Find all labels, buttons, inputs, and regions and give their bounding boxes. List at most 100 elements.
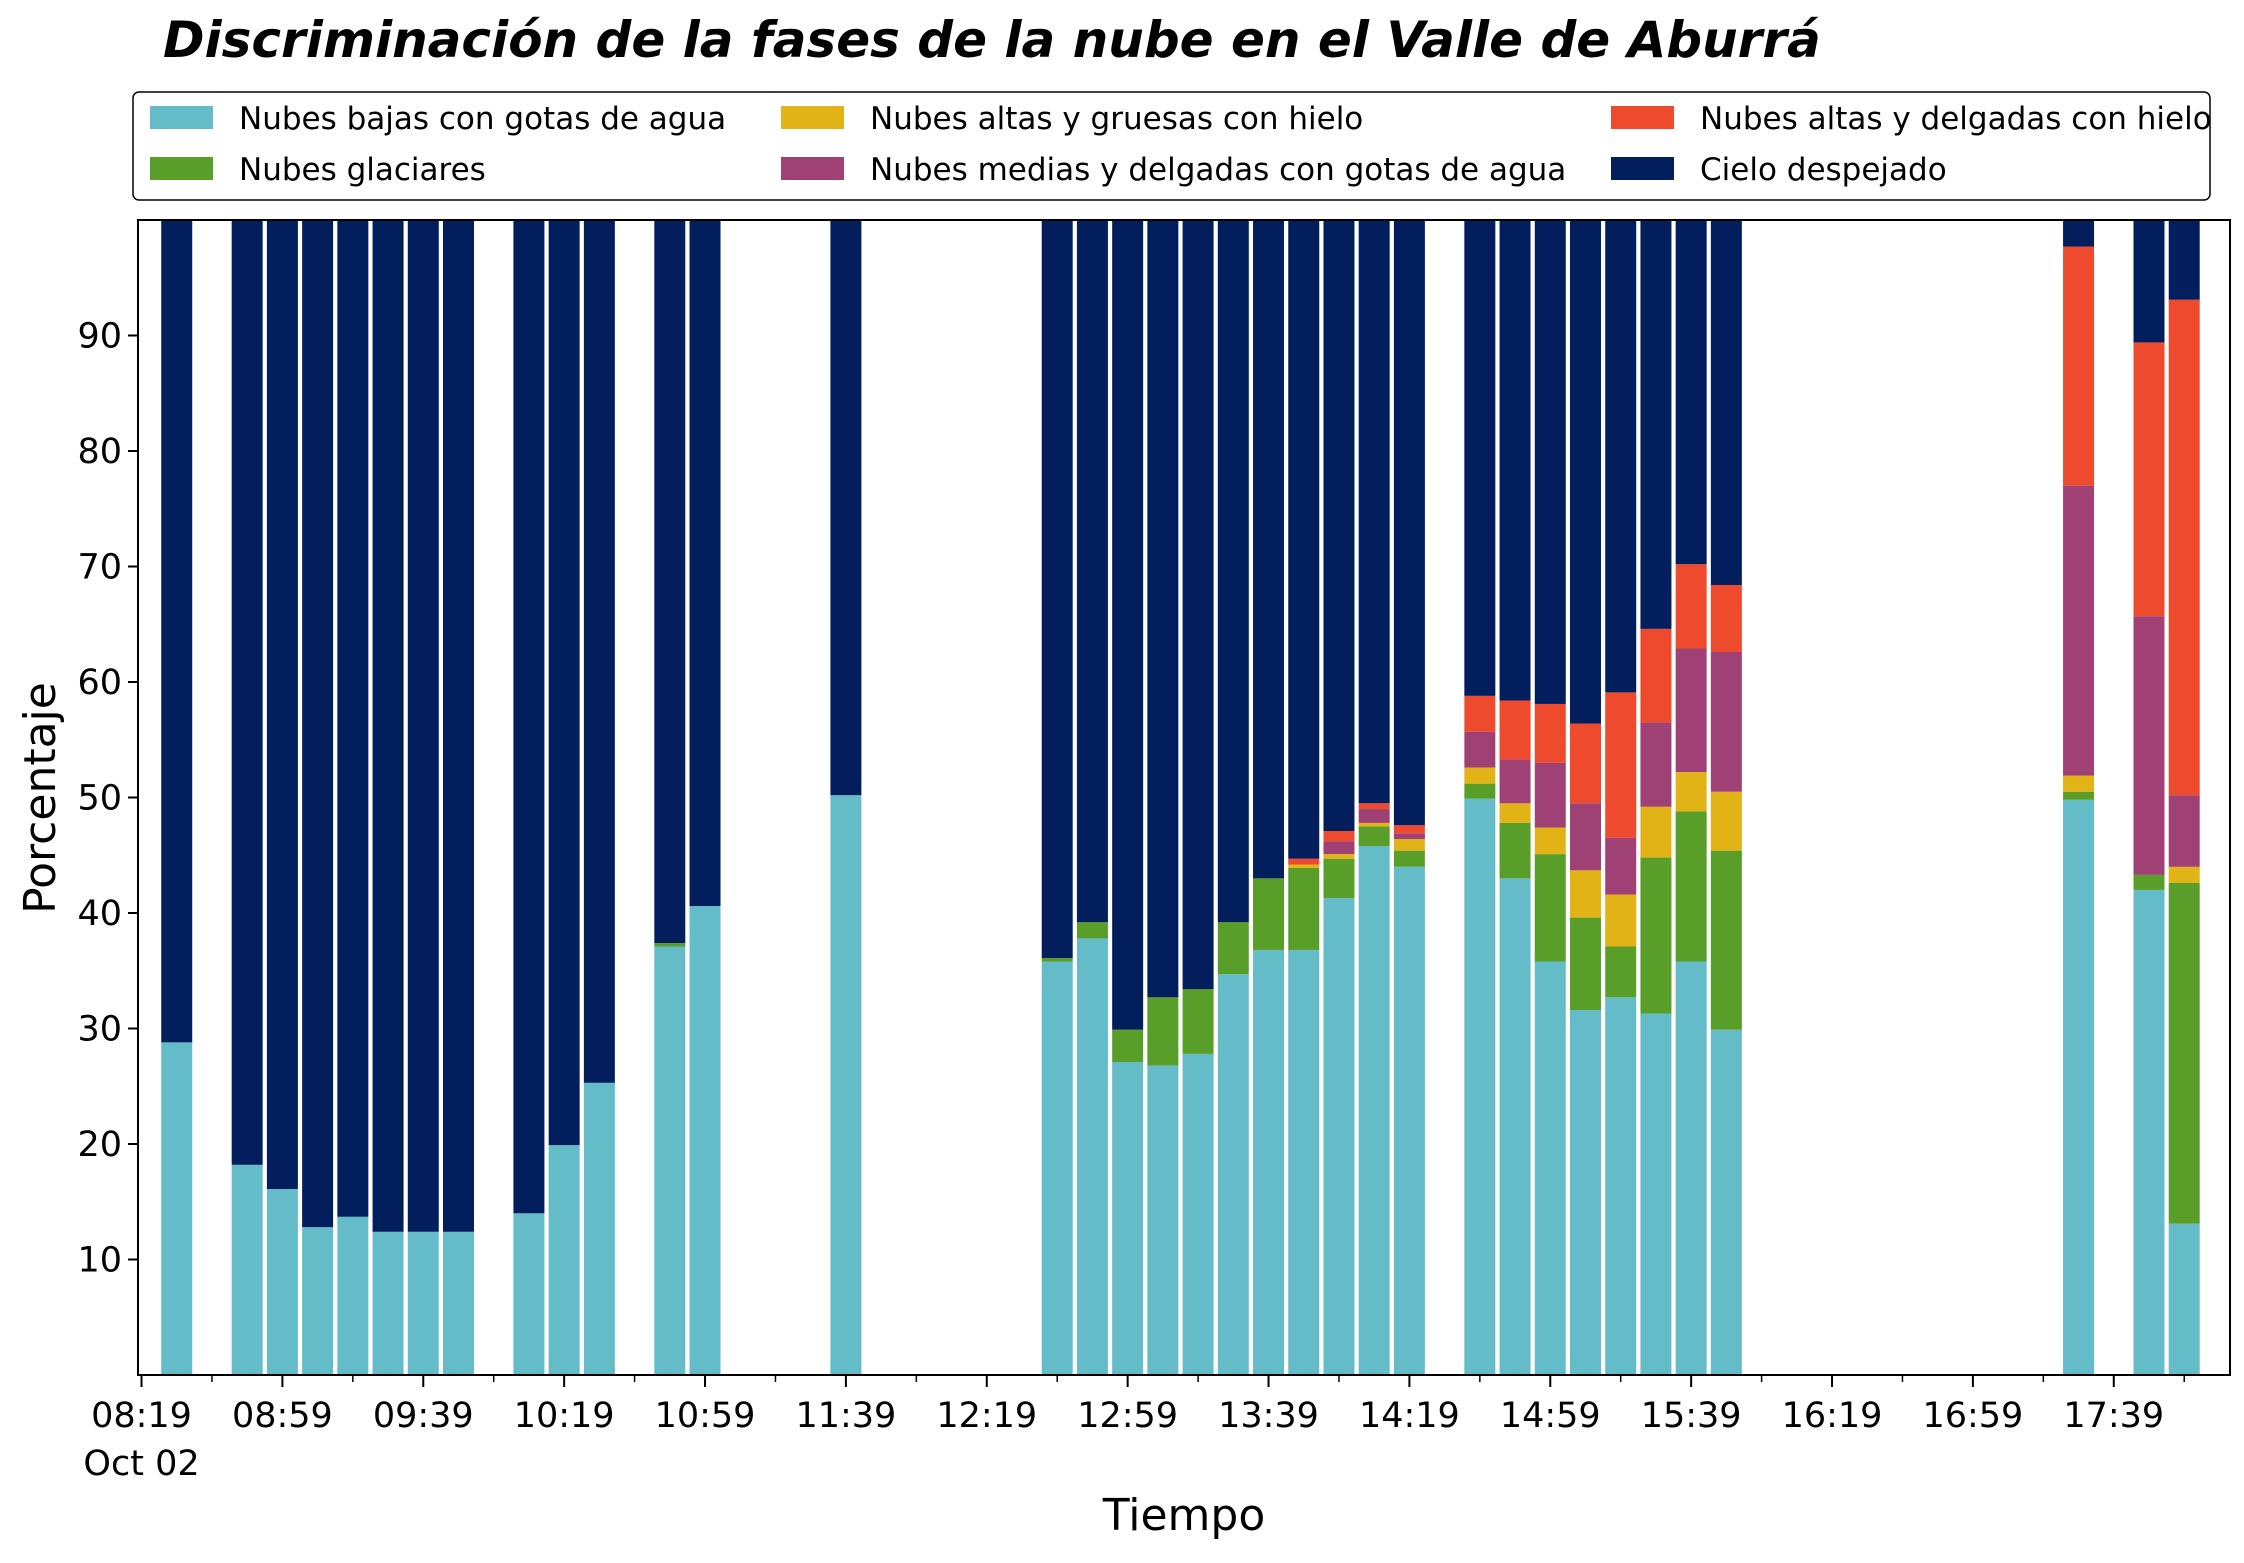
bar-segment-7-0 xyxy=(443,1231,474,1375)
bar-segment-31-5 xyxy=(1675,220,1707,565)
legend: Nubes bajas con gotas de agua Nubes altas… xyxy=(132,91,2212,201)
bar-segment-33-4 xyxy=(2063,246,2095,486)
bar-segment-28-5 xyxy=(1570,220,1601,724)
legend-box xyxy=(132,91,2211,201)
bar-segment-22-0 xyxy=(1323,897,1355,1375)
bar-segment-14-5 xyxy=(1041,220,1073,959)
legend-label-0: Nubes bajas con gotas de agua xyxy=(239,101,726,137)
bar-segment-9-5 xyxy=(548,220,580,1146)
bar-segment-34-5 xyxy=(2133,220,2165,343)
bar-segment-20-0 xyxy=(1253,949,1285,1375)
x-tick-label-6: 12:19 xyxy=(936,1396,1037,1436)
y-tick-label-4: 50 xyxy=(77,779,122,819)
bar-segment-35-1 xyxy=(2168,882,2200,1224)
x-tick-label-8: 13:39 xyxy=(1218,1396,1319,1436)
y-axis: 10 20 30 40 50 60 70 80 90 xyxy=(77,317,138,1281)
bar-segment-15-5 xyxy=(1076,220,1108,923)
bar-segment-21-2 xyxy=(1288,864,1320,868)
bar-segment-26-0 xyxy=(1499,878,1531,1375)
bar-segment-33-2 xyxy=(2063,775,2095,792)
bar-segment-18-0 xyxy=(1182,1053,1214,1375)
bar-segment-9-0 xyxy=(548,1145,580,1375)
x-tick-label-1: 08:59 xyxy=(232,1396,333,1436)
legend-label-3: Nubes medias y delgadas con gotas de agu… xyxy=(870,152,1566,188)
bar-segment-30-1 xyxy=(1640,857,1672,1014)
bar-segment-25-5 xyxy=(1464,220,1496,696)
bar-segment-12-0 xyxy=(689,906,721,1375)
bar-segment-27-1 xyxy=(1534,854,1566,962)
x-tick-label-2: 09:39 xyxy=(373,1396,474,1436)
bar-segment-11-0 xyxy=(654,946,686,1375)
bar-segment-17-5 xyxy=(1147,220,1179,998)
x-tick-label-0: 08:19 xyxy=(91,1396,192,1436)
x-axis: 08:19 Oct 02 08:59 09:39 10:19 10:59 11:39 12:1… xyxy=(83,1375,2185,1484)
bar-segment-22-4 xyxy=(1323,831,1355,842)
bar-segment-35-3 xyxy=(2168,795,2200,867)
bar-segment-14-1 xyxy=(1041,958,1073,962)
bar-segment-23-5 xyxy=(1358,220,1390,804)
bar-segment-16-5 xyxy=(1112,220,1144,1030)
bar-segment-0-5 xyxy=(161,220,193,1043)
bar-segment-26-5 xyxy=(1499,220,1531,701)
bar-segment-26-3 xyxy=(1499,759,1531,804)
bar-segment-32-4 xyxy=(1710,584,1742,652)
bar-segment-22-2 xyxy=(1323,854,1355,859)
bar-segment-20-5 xyxy=(1253,220,1285,879)
bar-segment-18-1 xyxy=(1182,989,1214,1054)
bar-segment-20-1 xyxy=(1253,878,1285,950)
bar-segment-25-4 xyxy=(1464,695,1496,732)
bar-segment-21-0 xyxy=(1288,949,1320,1375)
bar-segment-27-3 xyxy=(1534,762,1566,828)
bar-segment-7-5 xyxy=(443,220,474,1232)
bar-segment-30-4 xyxy=(1640,628,1672,723)
bar-segment-11-1 xyxy=(654,943,686,947)
legend-label-1: Nubes glaciares xyxy=(239,152,486,188)
x-tick-label-3: 10:19 xyxy=(514,1396,615,1436)
bar-segment-27-0 xyxy=(1534,961,1566,1375)
bar-segment-23-2 xyxy=(1358,822,1390,827)
x-tick-sublabel: Oct 02 xyxy=(83,1444,199,1484)
bar-segment-32-3 xyxy=(1710,651,1742,792)
bar-segment-19-1 xyxy=(1217,922,1249,975)
bar-segment-8-5 xyxy=(513,220,545,1214)
bar-segment-5-5 xyxy=(372,220,404,1232)
bar-segment-34-4 xyxy=(2133,342,2165,617)
bar-segment-24-0 xyxy=(1393,866,1425,1375)
bar-segment-26-4 xyxy=(1499,700,1531,760)
bar-segment-15-1 xyxy=(1076,922,1108,939)
bar-segment-5-0 xyxy=(372,1231,404,1375)
bar-segment-28-3 xyxy=(1570,803,1601,871)
bar-segment-21-1 xyxy=(1288,867,1320,950)
bar-segment-4-5 xyxy=(337,220,369,1217)
bar-segment-29-4 xyxy=(1605,692,1637,838)
x-tick-label-5: 11:39 xyxy=(795,1396,896,1436)
bar-segment-34-1 xyxy=(2133,874,2165,890)
bar-segment-13-0 xyxy=(830,795,862,1375)
legend-swatch-0 xyxy=(150,106,213,129)
bar-segment-1-0 xyxy=(231,1164,263,1375)
bar-segment-23-3 xyxy=(1358,809,1390,823)
bar-segment-33-3 xyxy=(2063,485,2095,776)
y-tick-label-0: 10 xyxy=(77,1241,122,1281)
bar-segment-29-5 xyxy=(1605,220,1637,693)
bar-segment-30-2 xyxy=(1640,806,1672,858)
bar-segment-29-1 xyxy=(1605,946,1637,998)
legend-swatch-5 xyxy=(1611,157,1674,180)
bar-segment-33-5 xyxy=(2063,220,2095,247)
x-tick-label-14: 17:39 xyxy=(2063,1396,2164,1436)
bar-segment-24-2 xyxy=(1393,839,1425,851)
bar-segment-19-0 xyxy=(1217,974,1249,1375)
bar-segment-29-0 xyxy=(1605,997,1637,1375)
bar-segment-28-2 xyxy=(1570,870,1601,918)
y-tick-label-3: 40 xyxy=(77,894,122,934)
y-tick-label-6: 70 xyxy=(77,548,122,588)
bar-segment-32-0 xyxy=(1710,1029,1742,1375)
bar-segment-35-0 xyxy=(2168,1223,2200,1375)
bar-segment-32-2 xyxy=(1710,791,1742,851)
legend-swatch-1 xyxy=(150,157,213,180)
bar-segment-30-5 xyxy=(1640,220,1672,629)
x-tick-label-7: 12:59 xyxy=(1077,1396,1178,1436)
bar-segment-32-5 xyxy=(1710,220,1742,585)
